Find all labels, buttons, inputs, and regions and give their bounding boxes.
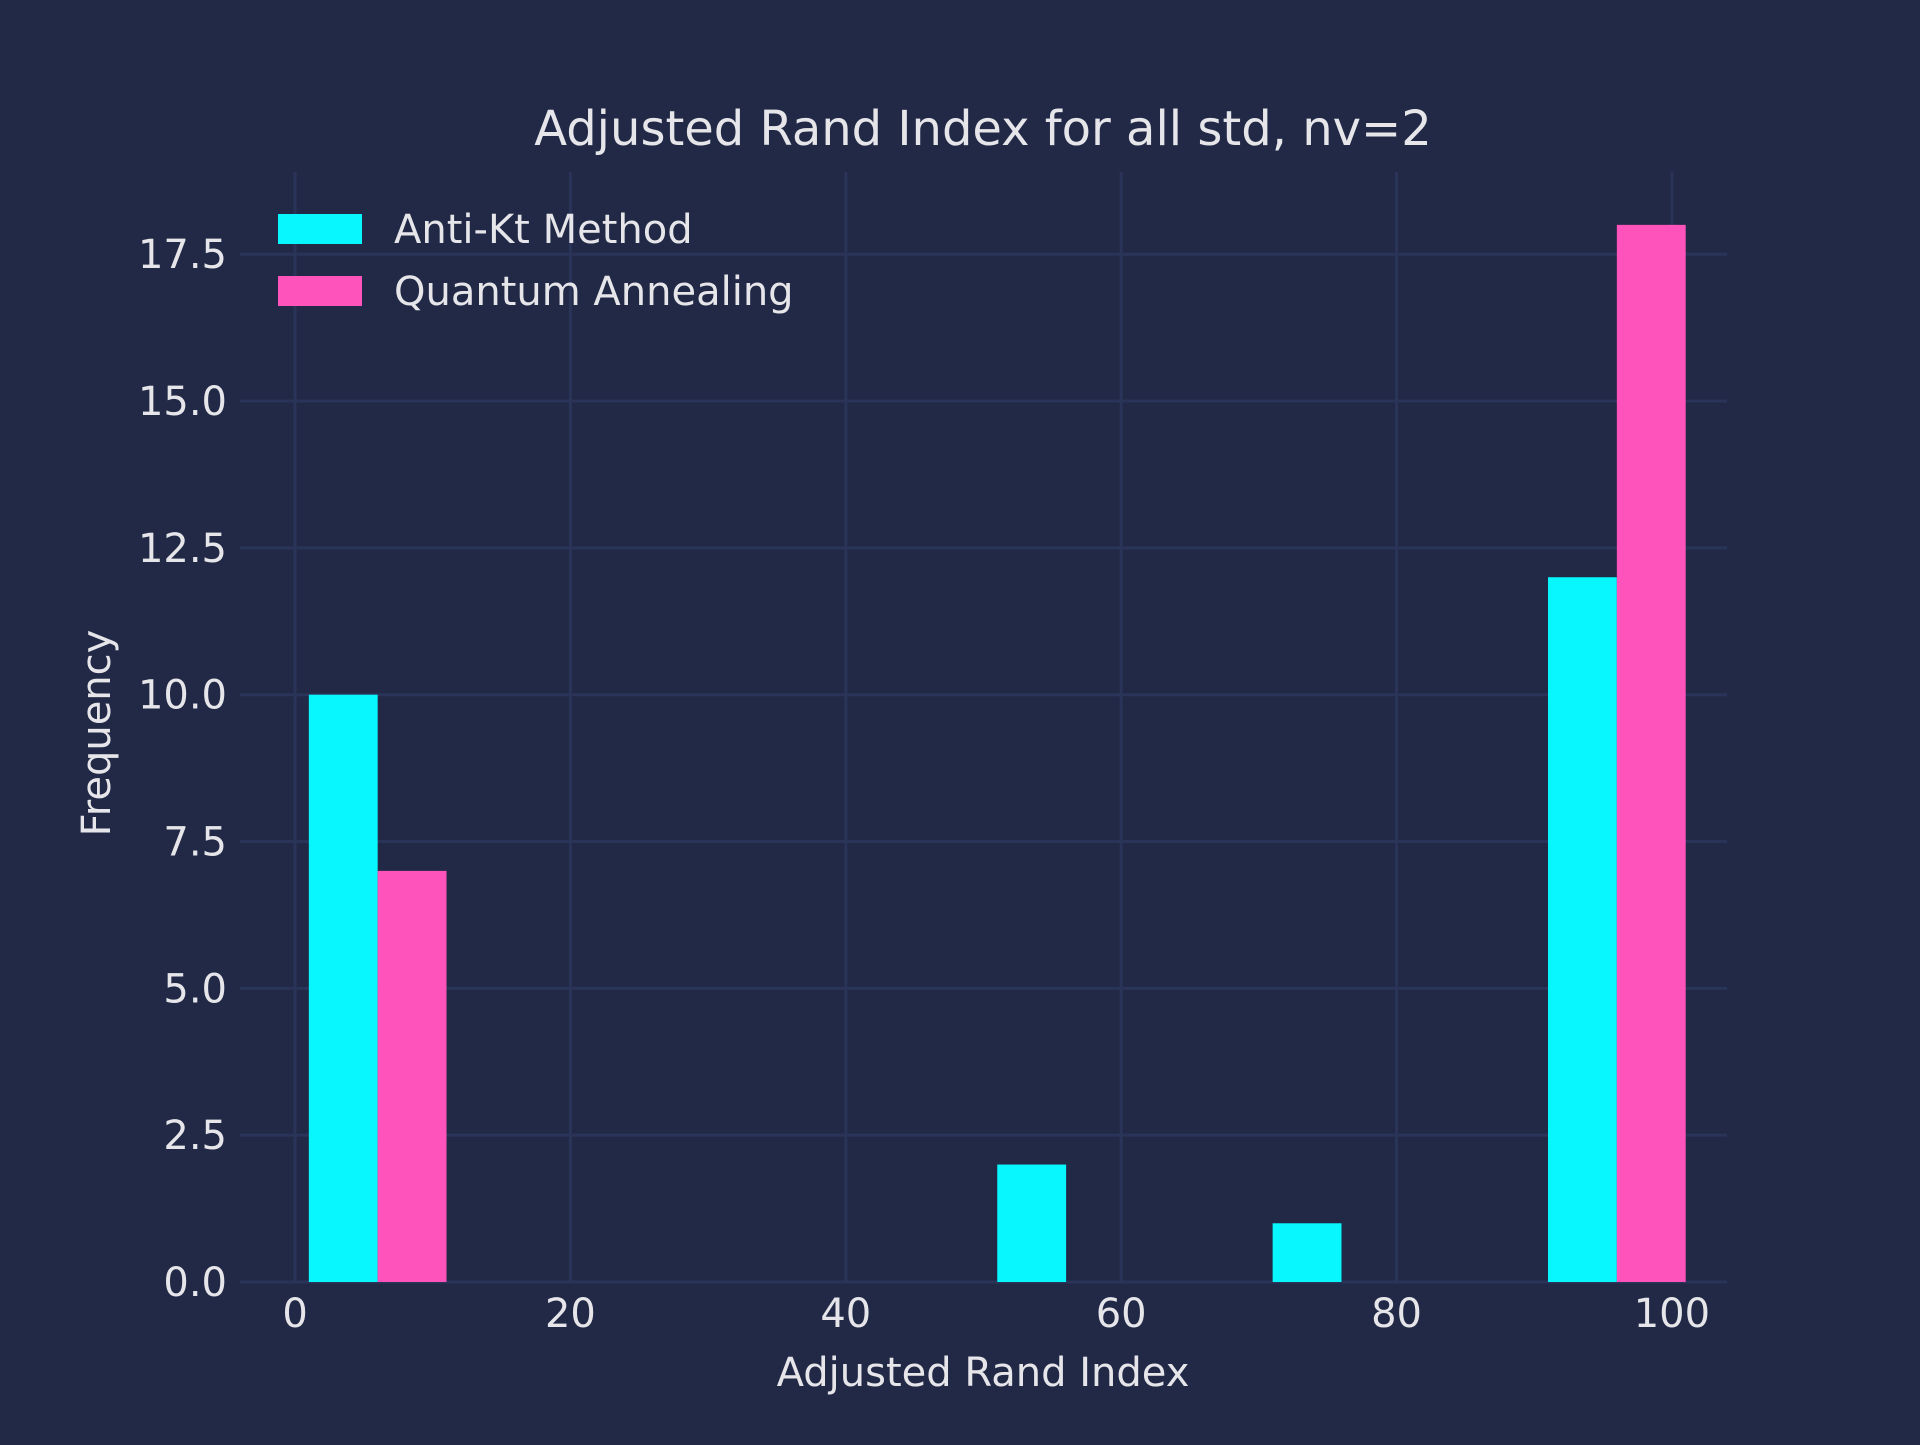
y-tick-label: 0.0 xyxy=(163,1260,227,1306)
bar-anti-kt xyxy=(1272,1223,1342,1282)
x-tick-label: 40 xyxy=(820,1291,871,1337)
y-tick-label: 5.0 xyxy=(163,966,227,1012)
grid-lines xyxy=(240,172,1727,1284)
legend-label-quantum-annealing: Quantum Annealing xyxy=(394,269,794,315)
y-tick-label: 15.0 xyxy=(138,379,227,425)
legend-swatch-quantum-annealing xyxy=(278,276,362,306)
bar-anti-kt xyxy=(1548,577,1617,1282)
x-tick-label: 100 xyxy=(1634,1291,1710,1337)
x-tick-label: 20 xyxy=(545,1291,596,1337)
bar-quantum-annealing xyxy=(377,870,447,1282)
chart-title: Adjusted Rand Index for all std, nv=2 xyxy=(534,101,1432,157)
y-tick-label: 12.5 xyxy=(138,526,227,572)
x-tick-label: 0 xyxy=(282,1291,307,1337)
legend-label-anti-kt: Anti-Kt Method xyxy=(394,207,693,253)
x-tick-label: 80 xyxy=(1371,1291,1422,1337)
bars xyxy=(308,224,1686,1282)
x-axis-label: Adjusted Rand Index xyxy=(777,1350,1190,1396)
y-tick-label: 2.5 xyxy=(163,1113,227,1159)
bar-quantum-annealing xyxy=(1616,224,1686,1282)
tick-labels: 0.0 2.5 5.0 7.5 10.0 12.5 15.0 17.5 0 20 40 60 80 100 xyxy=(138,232,1710,1337)
x-tick-label: 60 xyxy=(1096,1291,1147,1337)
legend: Anti-Kt Method Quantum Annealing xyxy=(278,207,794,315)
y-tick-label: 17.5 xyxy=(138,232,227,278)
bar-anti-kt xyxy=(997,1164,1067,1282)
legend-swatch-anti-kt xyxy=(278,214,362,244)
bar-anti-kt xyxy=(308,694,378,1282)
y-axis-label: Frequency xyxy=(74,630,120,837)
y-tick-label: 10.0 xyxy=(138,673,227,719)
y-tick-label: 7.5 xyxy=(163,820,227,866)
